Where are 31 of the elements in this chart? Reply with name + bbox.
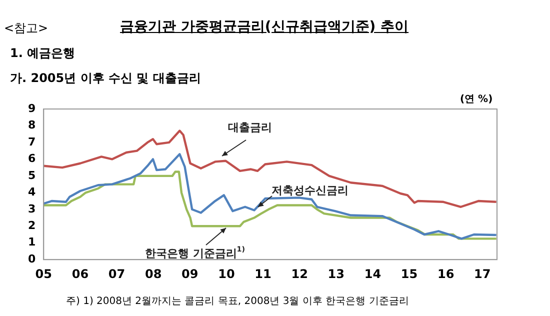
y-tick-label: 5 xyxy=(28,168,36,182)
x-tick-label: 05 xyxy=(35,266,52,281)
x-tick-label: 10 xyxy=(218,266,235,281)
chart-subtitle: 1. 예금은행 xyxy=(10,45,76,62)
x-tick-label: 14 xyxy=(364,266,382,281)
y-tick-label: 3 xyxy=(28,202,36,216)
y-axis-title: (연 %) xyxy=(460,93,493,106)
x-tick-label: 06 xyxy=(72,266,89,281)
x-tick-label: 11 xyxy=(254,266,272,281)
y-tick-label: 8 xyxy=(28,118,36,132)
text: 주) 1) 2008년 2월까지는 콜금리 목표, 2008년 3월 이후 한국은행 기준금리 xyxy=(66,295,409,308)
x-tick-label: 07 xyxy=(108,266,126,281)
series-label: 저축성수신금리 xyxy=(272,184,348,197)
x-tick-label: 09 xyxy=(182,266,198,281)
x-tick-label: 08 xyxy=(144,266,162,281)
x-tick-label: 16 xyxy=(437,266,454,281)
y-tick-label: 1 xyxy=(28,236,36,249)
x-tick-label: 17 xyxy=(474,266,491,281)
y-tick-label: 2 xyxy=(28,218,36,232)
text: 대출금리 xyxy=(228,120,272,134)
chart-title: 금융기관 가중평균금리(신규취급액기준) 추이 xyxy=(120,18,409,36)
text: 가. 2005년 이후 수신 및 대출금리 xyxy=(10,70,201,87)
x-tick-label: 15 xyxy=(400,266,418,281)
y-tick-label: 9 xyxy=(28,102,36,115)
y-tick-label: 7 xyxy=(28,135,36,148)
y-tick-label: 6 xyxy=(28,152,36,166)
text: <참고> xyxy=(4,20,48,37)
y-tick-label: 4 xyxy=(28,186,36,199)
y-tick-label: 0 xyxy=(28,252,36,266)
x-tick-label: 12 xyxy=(291,266,308,281)
x-tick-label: 13 xyxy=(328,266,344,281)
